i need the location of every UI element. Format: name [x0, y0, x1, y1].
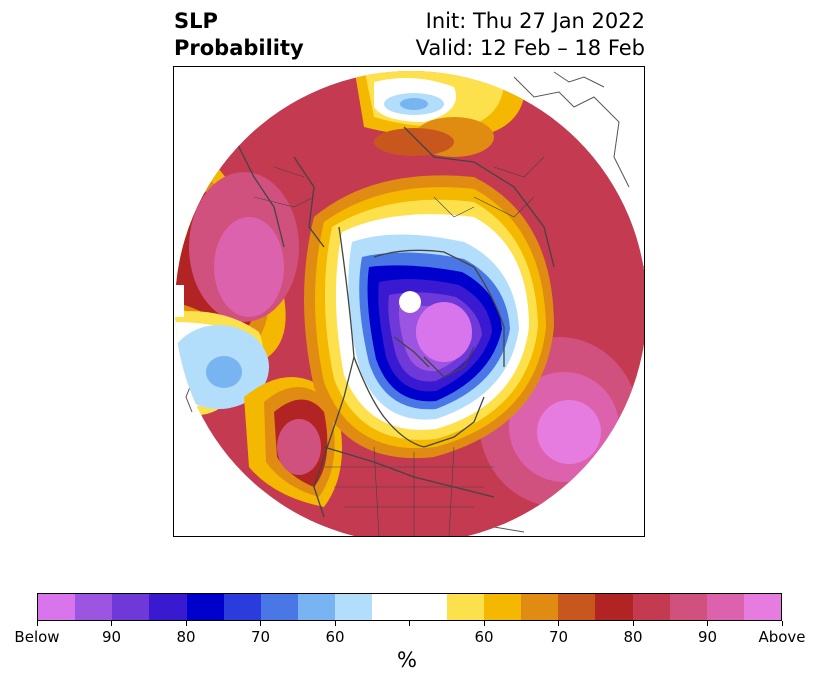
title-right: Init: Thu 27 Jan 2022 Valid: 12 Feb – 18…	[416, 8, 645, 62]
colorbar-segments	[37, 593, 782, 621]
colorbar	[37, 593, 782, 621]
colorbar-tick-mark	[483, 621, 485, 626]
colorbar-segment	[186, 594, 224, 620]
colorbar-segment	[223, 594, 261, 620]
colorbar-tick-mark	[260, 621, 261, 626]
colorbar-tick-label: 80	[176, 628, 196, 646]
colorbar-segment	[75, 594, 113, 620]
colorbar-tick-label: Below	[14, 628, 60, 646]
colorbar-segment	[260, 594, 299, 620]
colorbar-segment	[706, 594, 744, 620]
colorbar-tick-label: 90	[101, 628, 122, 646]
probability-map	[174, 71, 644, 536]
colorbar-tick-mark	[558, 621, 559, 626]
colorbar-segment	[632, 594, 670, 620]
colorbar-tick-mark	[185, 621, 187, 626]
title-variable: SLP	[174, 9, 218, 33]
init-date: Init: Thu 27 Jan 2022	[425, 9, 645, 33]
colorbar-tick-mark	[111, 621, 112, 626]
colorbar-segment	[335, 594, 373, 620]
colorbar-segment	[38, 594, 76, 620]
valid-range: Valid: 12 Feb – 18 Feb	[415, 36, 645, 60]
colorbar-tick-label: Above	[758, 628, 806, 646]
coastlines	[233, 126, 555, 518]
colorbar-segment	[521, 594, 559, 620]
colorbar-tick-mark	[781, 621, 783, 626]
colorbar-tick-label: 60	[474, 628, 494, 646]
colorbar-tick-label: 70	[548, 628, 569, 646]
colorbar-segment	[149, 594, 187, 620]
title-left: SLP Probability	[174, 8, 304, 62]
colorbar-segment	[558, 594, 596, 620]
colorbar-segment	[595, 594, 633, 620]
colorbar-tick-mark	[707, 621, 708, 626]
left-edge-gap	[174, 285, 184, 317]
colorbar-segment	[372, 594, 410, 620]
colorbar-segment	[743, 594, 782, 620]
colorbar-segment	[446, 594, 484, 620]
colorbar-tick-label: 70	[250, 628, 271, 646]
title-product: Probability	[174, 36, 304, 60]
colorbar-segment	[669, 594, 707, 620]
probability-field	[175, 71, 644, 536]
map-panel	[173, 66, 645, 537]
colorbar-segment	[483, 594, 522, 620]
colorbar-segment	[298, 594, 336, 620]
borders	[253, 156, 545, 536]
colorbar-tick-label: 90	[697, 628, 718, 646]
colorbar-label: %	[397, 648, 417, 672]
colorbar-segment	[112, 594, 150, 620]
colorbar-tick-mark	[334, 621, 336, 626]
colorbar-tick-label: 80	[623, 628, 643, 646]
colorbar-tick-label: 60	[325, 628, 345, 646]
colorbar-tick-mark	[409, 621, 410, 626]
colorbar-segment	[409, 594, 447, 620]
colorbar-tick-mark	[36, 621, 38, 626]
colorbar-tick-mark	[632, 621, 634, 626]
